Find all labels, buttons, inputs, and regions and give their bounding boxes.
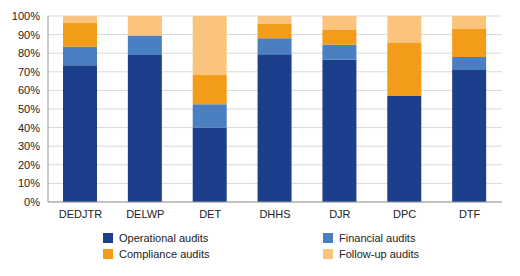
svg-text:DJR: DJR bbox=[329, 208, 350, 220]
html-text:Follow-up audits: Follow-up audits bbox=[339, 248, 420, 260]
svg-text:60%: 60% bbox=[18, 84, 40, 96]
html-text:Operational audits: Operational audits bbox=[119, 232, 209, 244]
svg-text:40%: 40% bbox=[18, 122, 40, 134]
svg-text:100%: 100% bbox=[12, 10, 40, 22]
svg-text:DEDJTR: DEDJTR bbox=[59, 208, 102, 220]
svg-text:DELWP: DELWP bbox=[126, 208, 164, 220]
svg-text:DPC: DPC bbox=[393, 208, 416, 220]
svg-text:30%: 30% bbox=[18, 140, 40, 152]
svg-text:20%: 20% bbox=[18, 159, 40, 171]
svg-text:DTF: DTF bbox=[459, 208, 481, 220]
svg-text:DHHS: DHHS bbox=[259, 208, 290, 220]
svg-text:DET: DET bbox=[199, 208, 221, 220]
svg-text:0%: 0% bbox=[24, 196, 40, 208]
svg-text:50%: 50% bbox=[18, 103, 40, 115]
html-text:Compliance audits: Compliance audits bbox=[119, 248, 210, 260]
svg-text:90%: 90% bbox=[18, 29, 40, 41]
svg-text:80%: 80% bbox=[18, 47, 40, 59]
svg-text:10%: 10% bbox=[18, 177, 40, 189]
html-text:Financial audits: Financial audits bbox=[339, 232, 416, 244]
svg-text:70%: 70% bbox=[18, 66, 40, 78]
